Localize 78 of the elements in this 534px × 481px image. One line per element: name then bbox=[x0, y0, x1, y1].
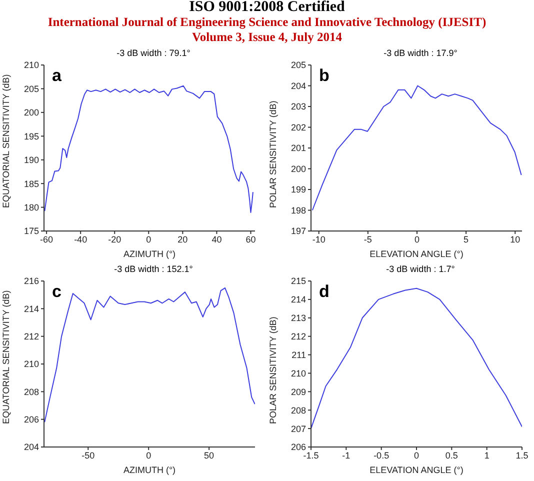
chart-title: -3 dB width : 79.1° bbox=[116, 48, 192, 60]
x-tick-label: -1.5 bbox=[303, 450, 319, 460]
text: International Journal of Engineering Science and Innovative Technology (IJESIT) bbox=[46, 15, 488, 30]
y-tick-label: 206 bbox=[290, 442, 306, 452]
y-tick-label: 198 bbox=[290, 205, 306, 216]
y-tick-label: 207 bbox=[290, 424, 306, 434]
annotation: d bbox=[319, 282, 330, 302]
line-series bbox=[44, 287, 255, 423]
x-tick-label: -10 bbox=[312, 234, 326, 244]
x-tick-label: -1 bbox=[342, 450, 350, 460]
x-tick-label: 5 bbox=[464, 234, 469, 244]
y-tick-label: 210 bbox=[290, 368, 306, 378]
x-tick-label: -0.5 bbox=[374, 450, 390, 460]
x-tick-label: 1.5 bbox=[516, 450, 528, 460]
y-tick-label: 213 bbox=[290, 313, 306, 324]
y-tick-label: 215 bbox=[290, 276, 306, 286]
y-tick-label: 214 bbox=[290, 294, 306, 305]
y-tick-label: 205 bbox=[24, 84, 39, 94]
annotation: c bbox=[52, 282, 62, 302]
x-tick-label: -40 bbox=[74, 234, 88, 244]
y-tick-label: 200 bbox=[24, 108, 39, 118]
y-tick-label: 204 bbox=[24, 442, 39, 452]
y-tick-label: 195 bbox=[24, 131, 39, 142]
chart-title: -3 dB width : 1.7° bbox=[385, 264, 456, 276]
x-tick-label: -60 bbox=[40, 234, 54, 244]
y-tick-label: 210 bbox=[24, 60, 39, 70]
y-tick-label: 205 bbox=[290, 60, 306, 70]
y-tick-label: 214 bbox=[24, 304, 39, 314]
y-tick-label: 216 bbox=[24, 276, 39, 286]
y-tick-label: 201 bbox=[290, 143, 306, 154]
x-tick-label: -50 bbox=[82, 450, 95, 460]
x-tick-label: -5 bbox=[364, 234, 372, 244]
x-tick-label: 0.5 bbox=[445, 450, 458, 460]
y-tick-label: 210 bbox=[24, 359, 39, 370]
y-tick-label: 200 bbox=[290, 164, 306, 174]
y-tick-label: 190 bbox=[24, 155, 39, 166]
x-tick-label: 0 bbox=[146, 450, 152, 460]
y-tick-label: 208 bbox=[290, 405, 306, 416]
x-tick-label: 20 bbox=[178, 234, 188, 244]
y-tick-label: 212 bbox=[24, 332, 39, 342]
y-tick-label: 203 bbox=[290, 102, 306, 112]
chart-title: -3 dB width : 152.1° bbox=[113, 264, 194, 276]
x-axis-title: ELEVATION ANGLE (°) bbox=[370, 465, 464, 475]
y-tick-label: 202 bbox=[290, 122, 306, 132]
x-axis-title: AZIMUTH (°) bbox=[123, 465, 176, 475]
y-tick-label: 209 bbox=[290, 386, 306, 397]
x-tick-label: 40 bbox=[212, 234, 222, 244]
y-tick-label: 180 bbox=[24, 202, 39, 212]
y-tick-label: 212 bbox=[290, 332, 306, 342]
x-tick-label: 1 bbox=[484, 450, 490, 460]
x-tick-label: 0 bbox=[414, 450, 420, 460]
annotation: a bbox=[52, 66, 62, 86]
y-axis-title: POLAR SENSITIVITY (dB) bbox=[268, 100, 278, 208]
y-axis-title: POLAR SENSITIVITY (dB) bbox=[268, 316, 278, 424]
annotation: b bbox=[319, 66, 330, 86]
y-tick-label: 197 bbox=[290, 226, 306, 236]
y-tick-label: 208 bbox=[24, 386, 39, 397]
x-tick-label: 10 bbox=[510, 234, 520, 244]
y-axis-title: EQUATORIAL SENSITIVITY (dB) bbox=[1, 74, 12, 208]
line-series bbox=[44, 85, 254, 214]
text: ISO 9001:2008 Certified bbox=[188, 0, 346, 15]
y-tick-label: 199 bbox=[290, 184, 306, 195]
y-tick-label: 211 bbox=[292, 350, 306, 360]
y-tick-label: 185 bbox=[24, 178, 39, 189]
y-tick-label: 204 bbox=[290, 80, 306, 91]
x-axis-title: AZIMUTH (°) bbox=[123, 249, 176, 259]
text: Volume 3, Issue 4, July 2014 bbox=[191, 30, 343, 45]
x-tick-label: -20 bbox=[108, 234, 122, 244]
x-tick-label: 0 bbox=[146, 234, 152, 244]
x-tick-label: 0 bbox=[414, 234, 420, 244]
x-axis-title: ELEVATION ANGLE (°) bbox=[370, 249, 464, 259]
x-tick-label: 60 bbox=[246, 234, 256, 244]
y-tick-label: 206 bbox=[24, 414, 39, 425]
chart-title: -3 dB width : 17.9° bbox=[382, 48, 458, 60]
line-series bbox=[312, 85, 522, 211]
y-axis-title: EQUATORIAL SENSITIVITY (dB) bbox=[1, 290, 12, 424]
x-tick-label: 50 bbox=[204, 450, 214, 460]
y-tick-label: 175 bbox=[24, 226, 39, 236]
